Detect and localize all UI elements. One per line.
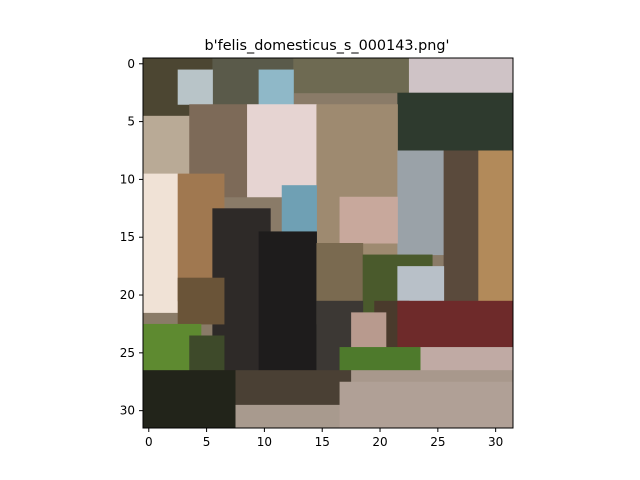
pixel-region-13 (443, 150, 479, 325)
pixel-region-14 (478, 150, 514, 325)
pixel-region-5 (177, 69, 213, 105)
pixel-region-37 (339, 381, 514, 429)
pixel-region-24 (177, 277, 225, 325)
y-tick-label: 10 (120, 172, 135, 186)
pixel-region-3 (293, 58, 410, 94)
pixel-region-7 (397, 92, 514, 151)
x-tick-label: 15 (315, 435, 330, 449)
pixel-region-10 (247, 104, 317, 198)
y-tick-label: 20 (120, 288, 135, 302)
x-tick-label: 5 (203, 435, 211, 449)
pixel-region-15 (143, 173, 179, 313)
x-tick-label: 20 (372, 435, 387, 449)
pixel-region-6 (258, 69, 294, 105)
y-tick-label: 30 (120, 404, 135, 418)
chart-title: b'felis_domesticus_s_000143.png' (205, 38, 450, 54)
axes-frame (142, 57, 514, 429)
x-tick-label: 10 (257, 435, 272, 449)
x-axis: 0 5 10 15 20 25 30 (145, 428, 503, 449)
y-tick-label: 5 (127, 115, 135, 129)
y-tick-label: 0 (127, 57, 135, 71)
pixel-region-18 (339, 196, 398, 244)
y-tick-label: 25 (120, 346, 135, 360)
pixel-region-20 (258, 231, 317, 383)
pixel-region-31 (339, 347, 421, 371)
pixel-region-12 (397, 150, 445, 256)
pixel-region-8 (143, 115, 190, 175)
image-heatmap (143, 58, 514, 429)
y-axis: 0 5 10 15 20 25 30 (120, 57, 143, 418)
y-tick-label: 15 (120, 230, 135, 244)
x-tick-label: 0 (145, 435, 153, 449)
pixel-region-34 (235, 370, 352, 406)
pixel-region-33 (143, 370, 236, 429)
x-tick-label: 25 (430, 435, 445, 449)
x-tick-label: 30 (488, 435, 503, 449)
